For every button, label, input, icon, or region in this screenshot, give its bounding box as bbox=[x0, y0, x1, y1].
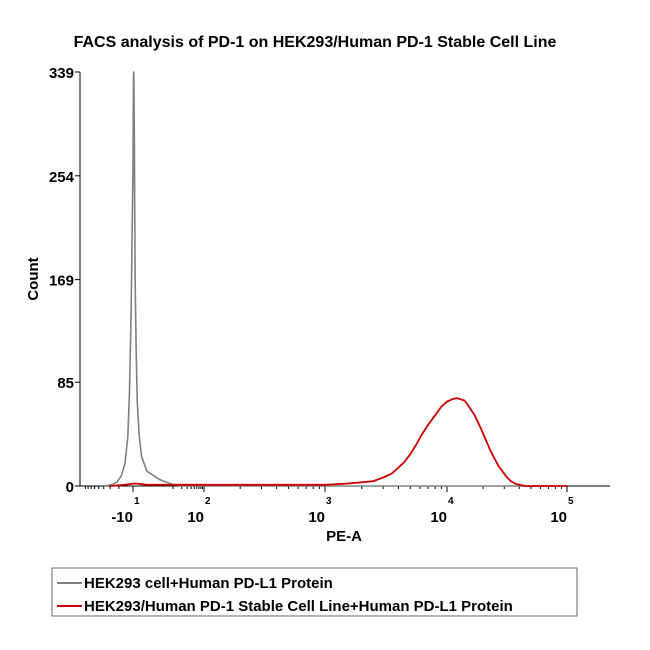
x-tick-exponent: 2 bbox=[205, 496, 211, 507]
x-tick-exponent: 5 bbox=[568, 496, 574, 507]
legend: HEK293 cell+Human PD-L1 Protein HEK293/Hu… bbox=[57, 575, 513, 615]
x-tick-exponent: 4 bbox=[448, 496, 454, 507]
x-tick-base: 10 bbox=[550, 509, 567, 526]
y-axis-label: Count bbox=[25, 257, 42, 300]
y-tick-label: 169 bbox=[49, 273, 74, 290]
x-tick-label: -101 bbox=[111, 496, 140, 526]
y-tick-label: 339 bbox=[49, 65, 74, 82]
y-axis-ticks: 0 85 169 254 339 bbox=[49, 65, 80, 496]
y-tick-label: 254 bbox=[49, 169, 75, 186]
series-line-2 bbox=[110, 397, 567, 487]
series-line-1 bbox=[103, 71, 567, 487]
x-tick-base: 10 bbox=[308, 509, 325, 526]
x-tick-base: -10 bbox=[111, 509, 133, 526]
x-tick-label: 104 bbox=[430, 496, 454, 526]
x-tick-base: 10 bbox=[430, 509, 447, 526]
x-axis-label: PE-A bbox=[326, 528, 362, 545]
x-tick-label: 105 bbox=[550, 496, 574, 526]
legend-label: HEK293/Human PD-1 Stable Cell Line+Human… bbox=[84, 598, 513, 615]
x-tick-exponent: 3 bbox=[326, 496, 332, 507]
x-tick-label: 103 bbox=[308, 496, 332, 526]
chart-title: FACS analysis of PD-1 on HEK293/Human PD… bbox=[74, 34, 557, 51]
y-tick-label: 0 bbox=[66, 479, 74, 496]
y-tick-label: 85 bbox=[57, 375, 74, 392]
x-tick-exponent: 1 bbox=[134, 496, 140, 507]
legend-label: HEK293 cell+Human PD-L1 Protein bbox=[84, 575, 333, 592]
x-tick-base: 10 bbox=[187, 509, 204, 526]
legend-box bbox=[51, 567, 578, 617]
x-tick-label: 102 bbox=[187, 496, 211, 526]
series-layer bbox=[103, 71, 567, 487]
